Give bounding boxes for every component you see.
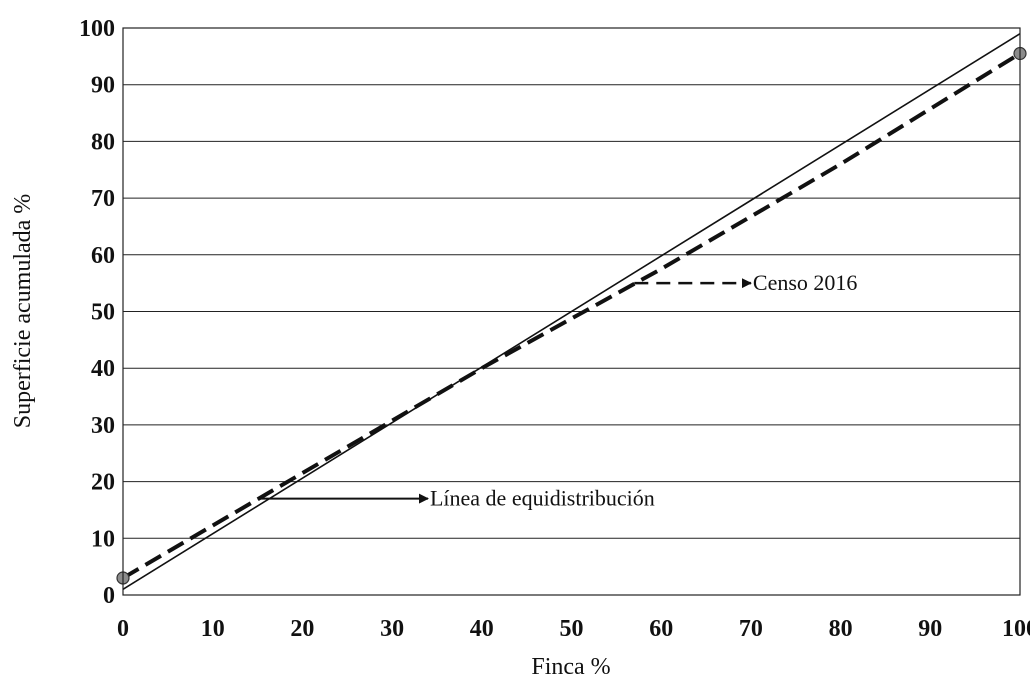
y-tick-label-50: 50 (91, 300, 115, 326)
y-tick-label-90: 90 (91, 73, 115, 99)
y-axis-title: Superficie acumulada % (10, 194, 36, 429)
y-tick-label-0: 0 (103, 583, 115, 609)
y-tick-label-40: 40 (91, 356, 115, 382)
annotation-label-1: Censo 2016 (753, 270, 858, 295)
x-tick-label-90: 90 (918, 616, 942, 642)
y-tick-label-10: 10 (91, 526, 115, 552)
x-tick-label-40: 40 (470, 616, 494, 642)
x-axis-title: Finca % (531, 654, 610, 680)
x-tick-label-50: 50 (560, 616, 584, 642)
x-tick-label-30: 30 (380, 616, 404, 642)
plot-frame (122, 27, 1021, 596)
annotation-label-0: Línea de equidistribución (430, 486, 655, 511)
y-tick-label-80: 80 (91, 129, 115, 155)
y-tick-label-30: 30 (91, 413, 115, 439)
x-tick-label-80: 80 (829, 616, 853, 642)
y-tick-label-100: 100 (79, 16, 115, 42)
y-tick-label-20: 20 (91, 470, 115, 496)
x-tick-label-100: 100 (1002, 616, 1030, 642)
x-tick-label-20: 20 (290, 616, 314, 642)
annotations: Línea de equidistribución Censo 2016 (257, 270, 858, 511)
y-tick-label-60: 60 (91, 243, 115, 269)
tick-labels: 0 10 20 30 40 50 60 70 80 90 100 0 10 20 30 40 50 60 70 80 9… (79, 16, 1030, 642)
x-tick-label-10: 10 (201, 616, 225, 642)
x-tick-label-70: 70 (739, 616, 763, 642)
x-tick-label-0: 0 (117, 616, 129, 642)
series-line-1 (121, 51, 1022, 580)
series-line-0 (122, 32, 1021, 591)
y-tick-label-70: 70 (91, 186, 115, 212)
x-tick-label-60: 60 (649, 616, 673, 642)
